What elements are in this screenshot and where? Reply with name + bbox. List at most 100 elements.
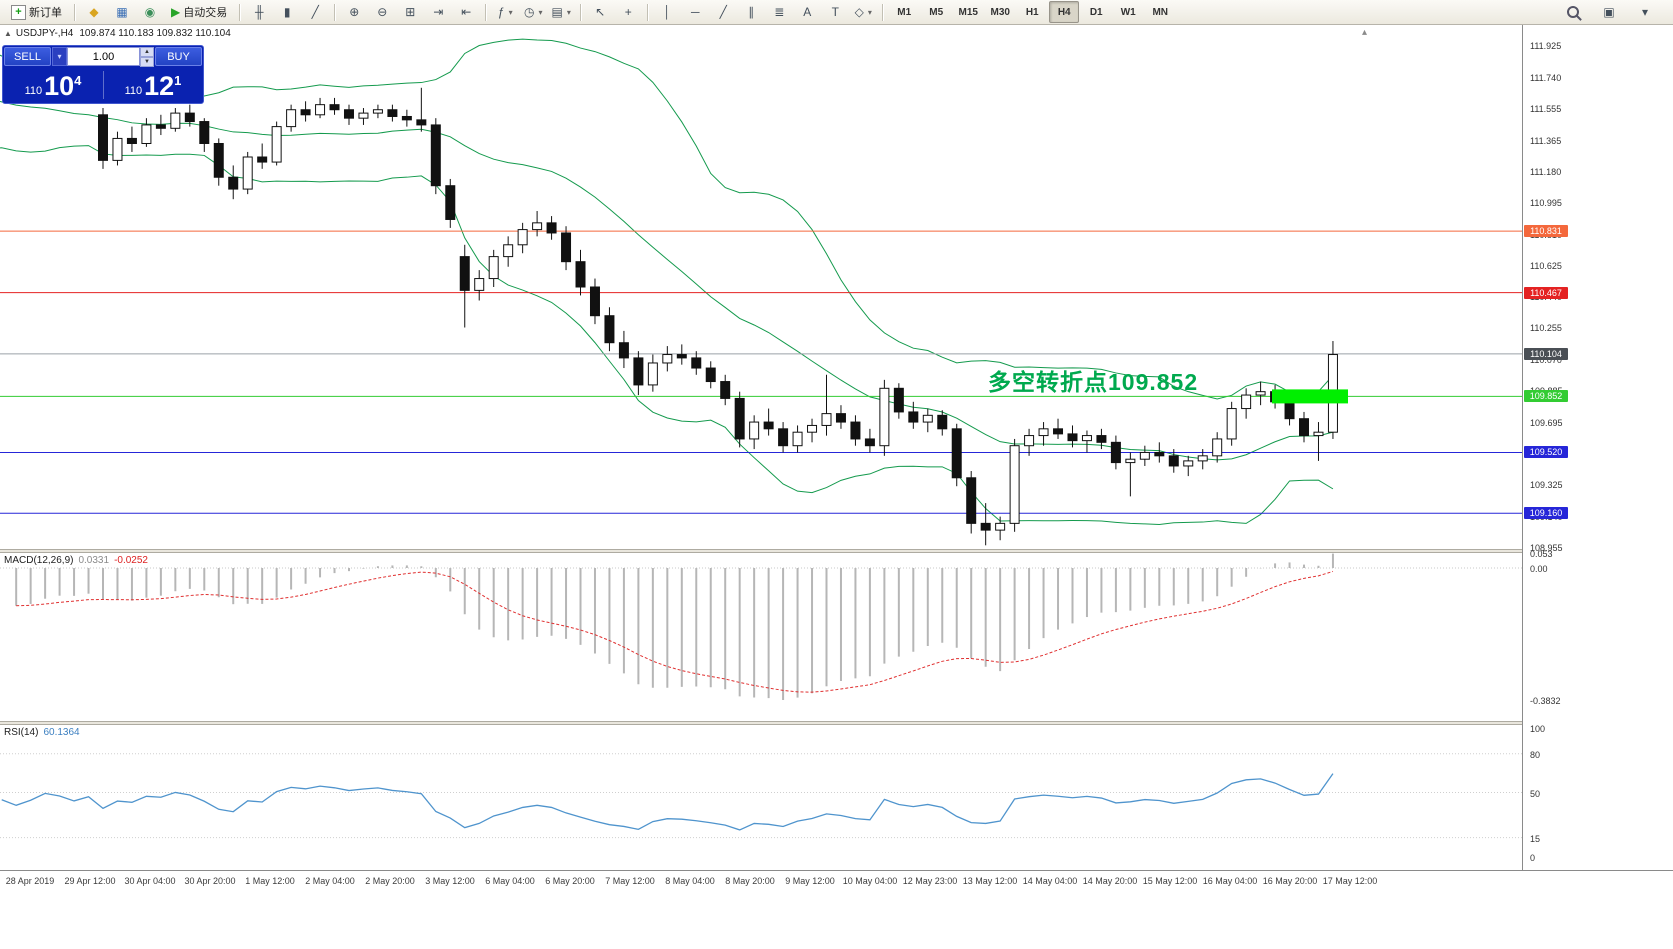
stepper-down-icon[interactable]: ▼ bbox=[140, 57, 154, 67]
candlestick bbox=[807, 424, 818, 433]
line-chart-icon[interactable]: ╱ bbox=[302, 1, 328, 23]
candlestick bbox=[1241, 394, 1252, 410]
panel-splitter[interactable] bbox=[0, 721, 1673, 725]
cursor-icon: ↖ bbox=[595, 5, 606, 19]
candlestick bbox=[112, 137, 123, 161]
candlestick bbox=[1053, 428, 1064, 435]
label-icon: T bbox=[831, 5, 839, 19]
horizontal-line-icon[interactable]: ─ bbox=[682, 1, 708, 23]
zoom-in-icon[interactable]: ⊕ bbox=[341, 1, 367, 23]
vertical-line-icon[interactable]: │ bbox=[654, 1, 680, 23]
time-axis-label: 9 May 12:00 bbox=[785, 876, 835, 886]
symbol-ohlc: 109.874 110.183 109.832 110.104 bbox=[79, 28, 231, 39]
timeframe-mn[interactable]: MN bbox=[1152, 6, 1169, 18]
rsi-axis-label: 50 bbox=[1530, 788, 1541, 799]
candlestick bbox=[1009, 445, 1020, 524]
price-axis[interactable]: 111.925 111.740 111.555 111.365 111.180 110.9… bbox=[1522, 25, 1673, 890]
crosshair-icon: + bbox=[624, 5, 632, 19]
candlestick bbox=[561, 232, 572, 263]
buy-price-pips: 12 bbox=[144, 71, 175, 101]
time-axis-label: 29 Apr 12:00 bbox=[64, 876, 116, 886]
market-watch-icon[interactable]: ▦ bbox=[109, 1, 135, 23]
timeframe-d1[interactable]: D1 bbox=[1089, 6, 1103, 18]
candlestick bbox=[879, 387, 890, 447]
periods-dropdown[interactable]: ◷ ▾ bbox=[520, 1, 546, 23]
sell-button[interactable]: SELL bbox=[4, 47, 51, 66]
timeframe-m1[interactable]: M1 bbox=[897, 6, 912, 18]
candlestick bbox=[286, 109, 297, 128]
text-icon[interactable]: A bbox=[794, 1, 820, 23]
panel-splitter[interactable] bbox=[0, 549, 1673, 553]
zoom-out-icon[interactable]: ⊖ bbox=[369, 1, 395, 23]
candlestick bbox=[604, 315, 615, 344]
fibonacci-icon[interactable]: ≣ bbox=[766, 1, 792, 23]
volume-stepper[interactable]: ▲ ▼ bbox=[140, 47, 154, 67]
rsi-label: RSI(14) 60.1364 bbox=[4, 727, 80, 738]
sell-price[interactable]: 110 10 4 bbox=[3, 67, 103, 103]
channel-icon: ∥ bbox=[748, 5, 755, 19]
timeframe-w1[interactable]: W1 bbox=[1120, 6, 1136, 18]
price-axis-label: 110.995 bbox=[1530, 198, 1562, 209]
timeframe-h4[interactable]: H4 bbox=[1049, 1, 1080, 23]
auto-scroll-icon[interactable]: ⇥ bbox=[425, 1, 451, 23]
search-icon[interactable] bbox=[1560, 1, 1586, 23]
chevron-down-icon: ▾ bbox=[867, 7, 872, 17]
indicators-dropdown[interactable]: ƒ ▾ bbox=[492, 1, 518, 23]
channel-icon[interactable]: ∥ bbox=[738, 1, 764, 23]
resistance-line-tag: 110.467 bbox=[1524, 286, 1568, 299]
rsi-chart[interactable] bbox=[0, 725, 1522, 870]
label-icon[interactable]: T bbox=[822, 1, 848, 23]
buy-price[interactable]: 110 12 1 bbox=[103, 67, 203, 103]
autoscroll-marker-icon[interactable]: ▴ bbox=[1362, 27, 1368, 38]
grid-icon[interactable]: ⊞ bbox=[397, 1, 423, 23]
bar-chart-icon[interactable]: ╫ bbox=[246, 1, 272, 23]
data-window-icon[interactable]: ◉ bbox=[137, 1, 163, 23]
candlestick bbox=[1067, 433, 1078, 442]
templates-dropdown[interactable]: ▤ ▾ bbox=[548, 1, 574, 23]
metaeditor-icon[interactable]: ◆ bbox=[81, 1, 107, 23]
stepper-up-icon[interactable]: ▲ bbox=[140, 47, 154, 57]
candlestick-chart-icon: ▮ bbox=[283, 5, 291, 19]
candlestick bbox=[734, 397, 745, 440]
shapes-dropdown[interactable]: ◇ ▾ bbox=[850, 1, 876, 23]
candlestick bbox=[257, 156, 268, 163]
time-axis[interactable]: 28 Apr 2019 29 Apr 12:00 30 Apr 04:00 30 Ap… bbox=[0, 870, 1673, 949]
price-chart[interactable] bbox=[0, 25, 1522, 549]
toolbar-separator bbox=[239, 3, 241, 21]
candlestick bbox=[1255, 391, 1266, 396]
candlestick bbox=[951, 428, 962, 479]
candlestick bbox=[778, 428, 789, 447]
trendline-icon[interactable]: ╱ bbox=[710, 1, 736, 23]
sell-price-pips: 10 bbox=[44, 71, 75, 101]
main-chart-panel: ▲ USDJPY-,H4 109.874 110.183 109.832 110.1… bbox=[0, 25, 1522, 549]
buy-button[interactable]: BUY bbox=[155, 47, 202, 66]
volume-dropdown[interactable]: ▾ bbox=[52, 47, 67, 66]
auto-trading-button[interactable]: ▶ 自动交易 bbox=[165, 1, 233, 23]
candlestick-chart-icon[interactable]: ▮ bbox=[274, 1, 300, 23]
timeframe-m15[interactable]: M15 bbox=[958, 6, 978, 18]
macd-chart[interactable] bbox=[0, 553, 1522, 721]
timeframe-m30[interactable]: M30 bbox=[990, 6, 1010, 18]
chart-shift-icon[interactable]: ⇤ bbox=[453, 1, 479, 23]
buy-price-base: 110 bbox=[124, 85, 143, 97]
time-axis-label: 14 May 20:00 bbox=[1082, 876, 1138, 886]
rsi-axis-label: 80 bbox=[1530, 749, 1541, 760]
timeframe-m5[interactable]: M5 bbox=[929, 6, 944, 18]
volume-input[interactable] bbox=[67, 47, 140, 66]
metaeditor-icon: ◆ bbox=[89, 5, 99, 19]
more-options-icon[interactable]: ▾ bbox=[1632, 1, 1658, 23]
candlestick bbox=[387, 109, 398, 117]
one-click-toggle-icon[interactable]: ▲ bbox=[4, 29, 12, 38]
new-order-button[interactable]: + 新订单 bbox=[5, 1, 68, 23]
candlestick bbox=[1110, 441, 1121, 464]
candlestick bbox=[271, 126, 282, 163]
line-chart-icon: ╱ bbox=[311, 5, 319, 19]
time-axis-label: 3 May 12:00 bbox=[425, 876, 475, 886]
cursor-icon[interactable]: ↖ bbox=[587, 1, 613, 23]
crosshair-icon[interactable]: + bbox=[615, 1, 641, 23]
timeframe-h1[interactable]: H1 bbox=[1025, 6, 1039, 18]
macd-axis-label: 0.00 bbox=[1530, 564, 1548, 574]
time-axis-label: 7 May 12:00 bbox=[605, 876, 655, 886]
macd-label: MACD(12,26,9) 0.0331 -0.0252 bbox=[4, 555, 148, 566]
workspace-icon[interactable]: ▣ bbox=[1596, 1, 1622, 23]
